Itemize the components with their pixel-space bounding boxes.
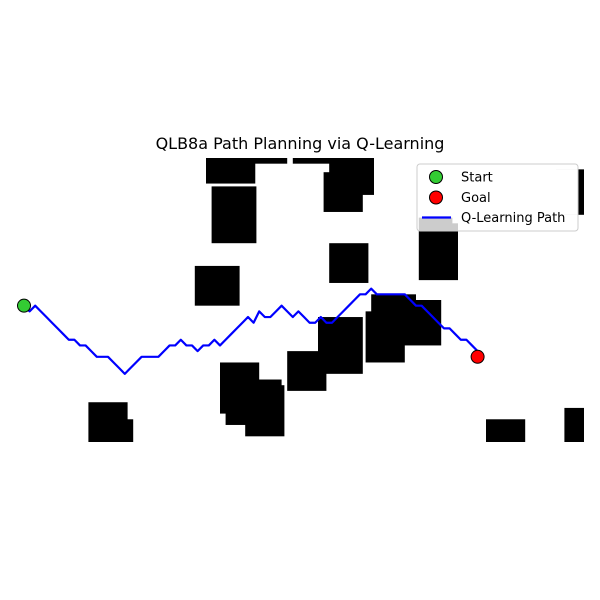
obstacle-cell-18 [94,419,134,442]
obstacle-cell-2 [292,158,366,164]
obstacle-cell-4 [323,172,363,212]
start-marker [17,298,31,313]
legend-goal-marker [429,190,443,205]
q-learning-path-line [23,287,479,375]
obstacle-cell-19 [486,419,526,442]
goal-marker [470,349,485,364]
obstacle-cell-16 [245,385,285,437]
obstacle-cell-6 [194,265,240,306]
legend-goal-label: Goal [461,191,491,206]
obstacle-cell-5 [211,186,257,244]
obstacle-cell-7 [329,243,369,283]
legend: Start Goal Q-Learning Path [416,163,579,232]
obstacle-cell-1 [211,158,288,164]
legend-start-label: Start [461,171,493,186]
obstacle-cell-11 [402,300,442,346]
chart-title: QLB8a Path Planning via Q-Learning [156,134,445,153]
legend-start-marker [429,170,443,184]
obstacles-layer [88,158,584,442]
obstacle-cell-20 [564,407,584,442]
legend-frame [416,163,579,232]
legend-path-label: Q-Learning Path [461,211,565,226]
obstacle-cell-13 [287,351,327,391]
